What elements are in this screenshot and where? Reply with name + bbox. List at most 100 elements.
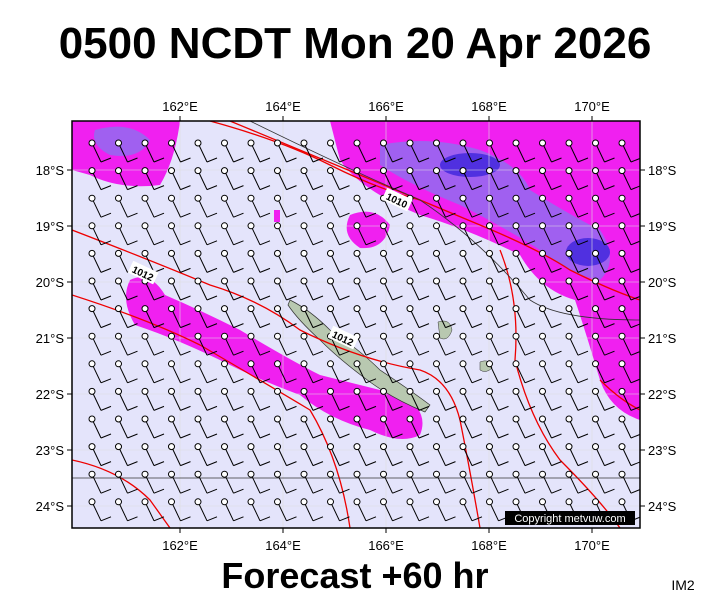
barb-staff (197, 225, 208, 246)
barb-staff (224, 335, 234, 356)
barb-station (88, 498, 96, 506)
barb-station (327, 360, 334, 368)
barb-staff (250, 473, 261, 494)
barb-feather (498, 461, 509, 467)
barb-station (327, 194, 334, 202)
barb-station (141, 470, 149, 478)
barb-staff (197, 197, 208, 218)
barb-station (353, 498, 361, 506)
barb-staff (409, 501, 420, 522)
barb-staff (171, 391, 181, 411)
barb-feather (471, 185, 483, 191)
wind-barb (512, 387, 536, 411)
wind-barb (539, 415, 562, 439)
barb-station (486, 415, 493, 423)
wind-barb (221, 443, 244, 467)
barb-staff (171, 308, 181, 328)
wind-barb (274, 360, 297, 384)
wind-barb (433, 277, 456, 301)
wind-barb (539, 277, 562, 301)
wind-barb (194, 498, 218, 522)
barb-station (327, 443, 334, 451)
barb-feather (312, 185, 324, 191)
barb-station (300, 360, 308, 368)
barb-staff (489, 473, 499, 494)
barb-staff (462, 280, 473, 301)
barb-station (168, 167, 175, 175)
wind-barb (115, 470, 138, 494)
barb-feather (339, 323, 350, 329)
barb-feather (180, 433, 191, 439)
barb-feather (259, 267, 271, 273)
wind-barb (327, 360, 350, 384)
barb-feather (445, 405, 456, 411)
barb-staff (462, 501, 473, 522)
barb-staff (595, 225, 605, 246)
barb-feather (365, 267, 377, 273)
wind-barb (247, 387, 271, 411)
barb-station (168, 415, 175, 423)
barb-station (539, 277, 546, 285)
wind-barb (115, 415, 138, 439)
barb-staff (515, 335, 526, 356)
barb-station (194, 387, 202, 395)
wind-barb (221, 139, 244, 163)
wind-barb (406, 277, 430, 301)
wind-barb (565, 222, 589, 246)
barb-station (168, 360, 175, 368)
wind-barb (353, 360, 377, 384)
barb-feather (259, 295, 271, 301)
wind-barb (247, 415, 271, 439)
barb-feather (339, 185, 350, 191)
barb-staff (489, 253, 499, 273)
barb-staff (515, 363, 526, 384)
barb-station (406, 443, 414, 451)
barb-station (459, 470, 467, 478)
barb-feather (180, 157, 191, 163)
barb-staff (197, 473, 208, 494)
barb-feather (259, 212, 271, 218)
barb-feather (471, 267, 483, 273)
barb-station (115, 360, 122, 368)
barb-staff (436, 253, 446, 273)
barb-feather (153, 185, 165, 191)
barb-feather (577, 350, 589, 356)
wind-barb (539, 249, 562, 273)
wind-barb (141, 415, 165, 439)
barb-staff (489, 391, 499, 411)
wind-barb (88, 360, 112, 384)
barb-feather (365, 240, 377, 246)
barb-station (459, 222, 467, 230)
barb-feather (524, 461, 536, 467)
barb-station (433, 443, 440, 451)
wind-barb (194, 332, 218, 356)
lon-label: 168°E (471, 538, 507, 553)
wind-barb (406, 470, 430, 494)
barb-staff (436, 501, 446, 522)
wind-barb (274, 249, 297, 273)
barb-station (327, 222, 334, 230)
barb-staff (303, 418, 314, 439)
wind-barb (406, 167, 430, 191)
barb-feather (471, 157, 483, 163)
wind-barb (88, 167, 112, 191)
barb-feather (498, 323, 509, 329)
barb-feather (418, 240, 430, 246)
barb-feather (577, 433, 589, 439)
wind-barb (565, 470, 589, 494)
barb-feather (286, 350, 297, 356)
barb-station (565, 305, 573, 313)
barb-station (618, 498, 626, 506)
barb-feather (604, 461, 615, 467)
barb-feather (551, 323, 562, 329)
lon-label: 164°E (265, 99, 301, 114)
barb-staff (224, 142, 234, 163)
barb-feather (365, 488, 377, 494)
wind-barb (592, 277, 615, 301)
wind-barb (592, 360, 615, 384)
barb-staff (144, 308, 155, 328)
wind-barb (221, 305, 244, 329)
barb-station (406, 498, 414, 506)
barb-station (592, 305, 599, 313)
barb-staff (197, 418, 208, 439)
